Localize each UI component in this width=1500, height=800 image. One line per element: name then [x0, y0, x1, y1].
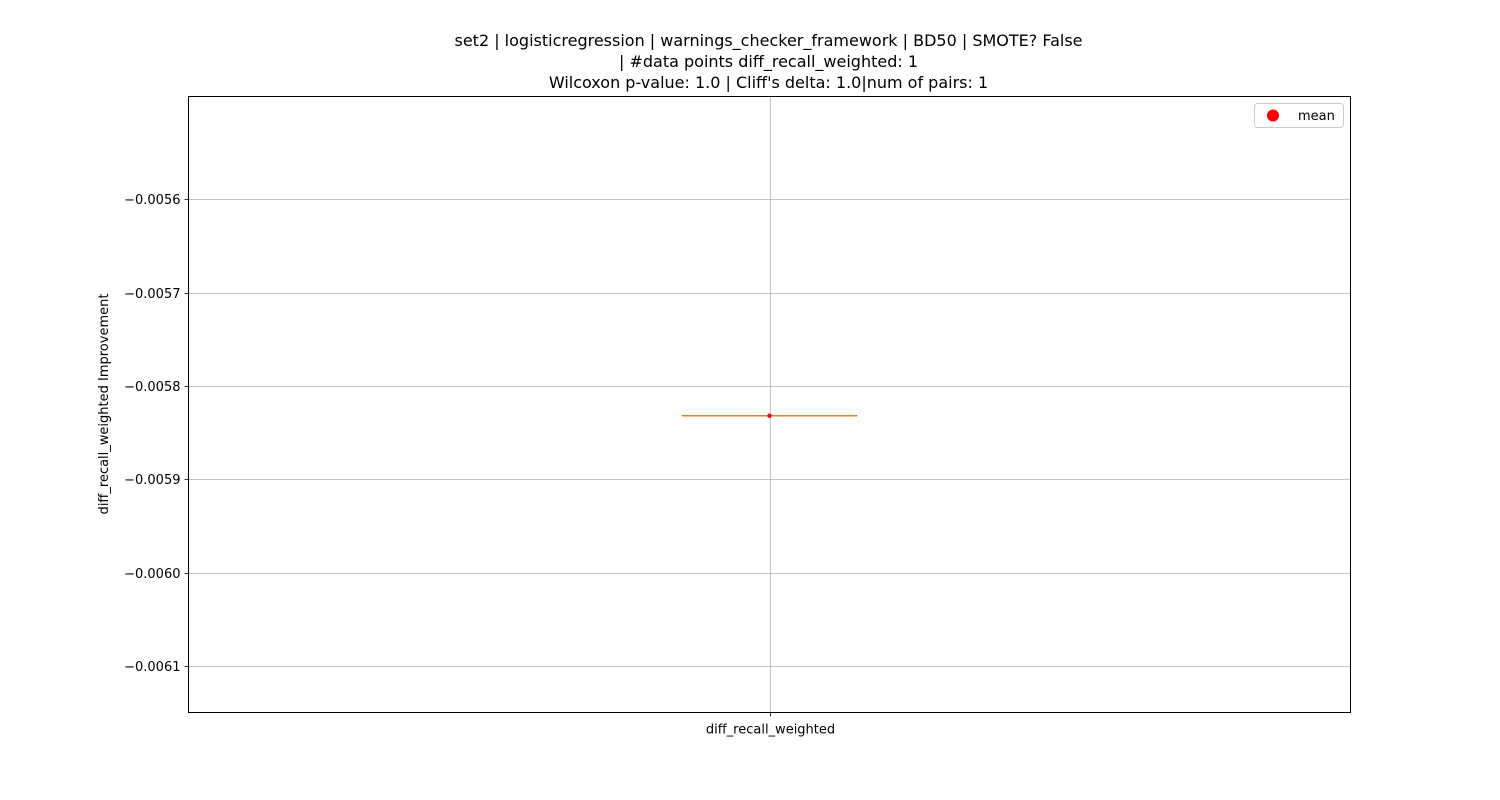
y-tick-label: −0.0061 [124, 660, 180, 675]
x-tick-label: diff_recall_weighted [706, 723, 835, 738]
chart-title-line-3: Wilcoxon p-value: 1.0 | Cliff's delta: 1… [548, 73, 989, 92]
y-tick-label: −0.0056 [124, 193, 180, 208]
legend-mean-marker [1267, 109, 1279, 122]
x-axis-ticks: diff_recall_weighted [706, 712, 835, 738]
y-tick-label: −0.0059 [124, 473, 180, 488]
legend-frame [1254, 103, 1344, 128]
chart-title-line-1: set2 | logisticregression | warnings_che… [454, 31, 1083, 50]
y-tick-label: −0.0058 [124, 380, 180, 395]
y-axis-ticks: −0.0061 −0.0060 −0.0059 −0.0058 −0.0057 −0.00… [124, 193, 189, 675]
mean-marker [767, 413, 772, 418]
legend: mean [1254, 103, 1344, 128]
chart-title-line-2: | #data points diff_recall_weighted: 1 [618, 52, 919, 71]
grid-layer [188, 96, 1351, 713]
legend-mean-label: mean [1298, 109, 1335, 124]
y-axis-label: diff_recall_weighted Improvement [97, 294, 112, 515]
plot-frame [188, 96, 1351, 713]
box-layer [681, 413, 858, 418]
y-tick-label: −0.0057 [124, 287, 180, 302]
y-tick-label: −0.0060 [124, 567, 180, 582]
